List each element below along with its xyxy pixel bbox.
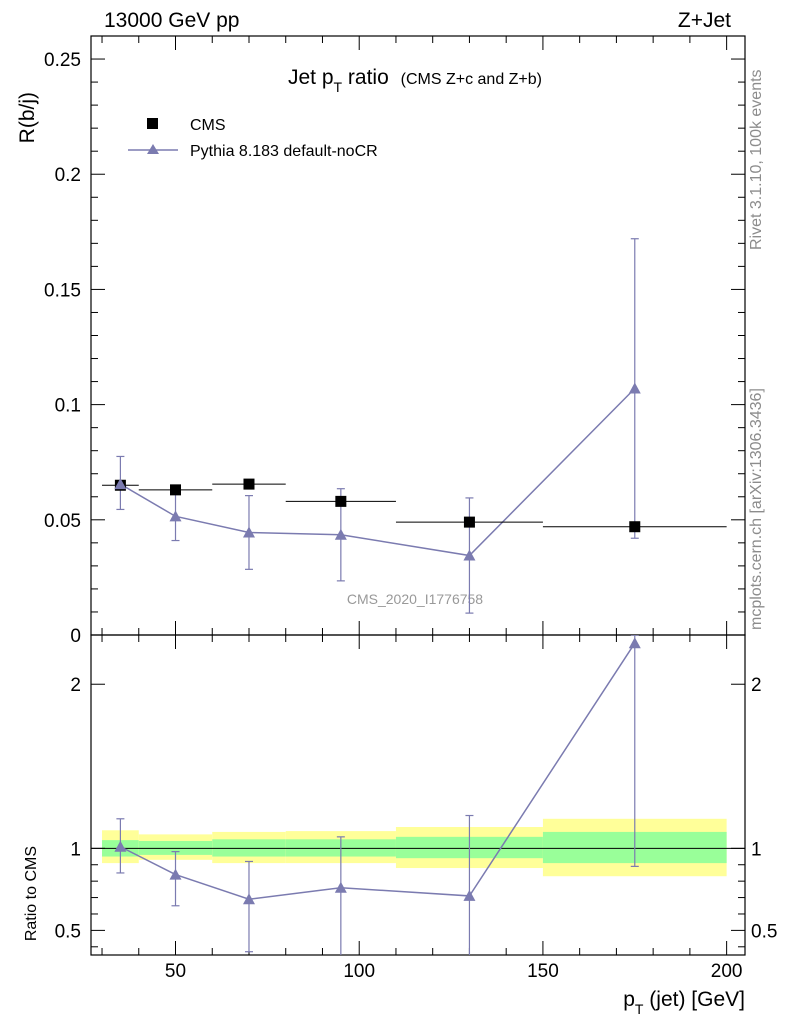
watermark: CMS_2020_I1776758	[347, 591, 483, 607]
cms-point	[170, 484, 182, 496]
rivet-label: Rivet 3.1.10, 100k events	[748, 69, 765, 250]
ratio-mc-point	[169, 868, 182, 880]
cms-point	[335, 495, 347, 507]
main-title: Jet pT ratio (CMS Z+c and Z+b)	[288, 66, 542, 95]
xlabel-rest: (jet) [GeV]	[643, 988, 745, 1011]
ytick-main-label: 0.1	[55, 396, 81, 417]
ratio-mc-line	[120, 642, 636, 900]
header-left-label: 13000 GeV pp	[104, 9, 239, 32]
ratio-mc-point	[334, 881, 347, 893]
ratio-panel-marks	[114, 635, 641, 955]
chart-marks	[102, 238, 727, 955]
ytick-ratio-label-right: 2	[751, 675, 762, 696]
legend-mc-label: Pythia 8.183 default-noCR	[190, 143, 378, 160]
ytick-main-label: 0	[70, 626, 81, 647]
main-panel-marks	[102, 238, 727, 614]
mc-point	[114, 478, 127, 490]
legend: CMS Pythia 8.183 default-noCR	[128, 117, 378, 160]
cms-point	[243, 478, 255, 490]
ytick-main-label: 0.15	[44, 280, 81, 301]
ytick-ratio-label-left: 1	[70, 839, 81, 860]
xtick-label: 150	[527, 961, 559, 982]
ytick-main-label: 0.2	[55, 165, 81, 186]
title-sub: T	[334, 79, 343, 95]
ytick-ratio-label-left: 2	[70, 675, 81, 696]
ytick-ratio-label-left: 0.5	[55, 921, 81, 942]
ratio-mc-point	[114, 840, 127, 852]
xlabel-main: p	[623, 988, 635, 1011]
mcplots-label: mcplots.cern.ch [arXiv:1306.3436]	[748, 388, 765, 630]
ratio-bands	[91, 818, 745, 877]
ratio-mc-point	[242, 893, 255, 905]
legend-mc-marker	[147, 144, 159, 154]
mc-point	[242, 526, 255, 538]
xtick-label: 200	[711, 961, 743, 982]
ratio-ylabel: Ratio to CMS	[23, 846, 40, 941]
ytick-ratio-label-right: 0.5	[751, 921, 777, 942]
xlabel-sub: T	[635, 1001, 644, 1017]
axes: 50 100 150 200 0 0.05 0.1 0.15 0.2 0.25 0.5 0.5 1 1 2 2	[44, 35, 777, 982]
mc-point	[628, 382, 641, 394]
xtick-label: 100	[343, 961, 375, 982]
main-ylabel: R(b/j)	[16, 92, 39, 143]
ratio-xlabel: pT (jet) [GeV]	[623, 988, 745, 1017]
ytick-main-label: 0.25	[44, 50, 81, 71]
mc-point	[334, 528, 347, 540]
ratio-mc-point	[628, 637, 641, 649]
mc-point	[463, 549, 476, 561]
cms-point	[629, 521, 641, 533]
xtick-label: 50	[165, 961, 186, 982]
legend-cms-label: CMS	[190, 117, 226, 134]
header-right-label: Z+Jet	[678, 9, 731, 32]
cms-point	[463, 516, 475, 528]
title-note: (CMS Z+c and Z+b)	[401, 71, 542, 88]
ratio-mc-point	[463, 889, 476, 901]
mc-series-line	[120, 387, 636, 557]
ratio-frame	[90, 634, 746, 956]
title-main: Jet p	[288, 66, 334, 89]
ytick-main-label: 0.05	[44, 511, 81, 532]
mc-point	[169, 510, 182, 522]
legend-cms-marker	[147, 118, 158, 129]
ytick-ratio-label-right: 1	[751, 839, 762, 860]
title-rest: ratio	[342, 66, 389, 89]
